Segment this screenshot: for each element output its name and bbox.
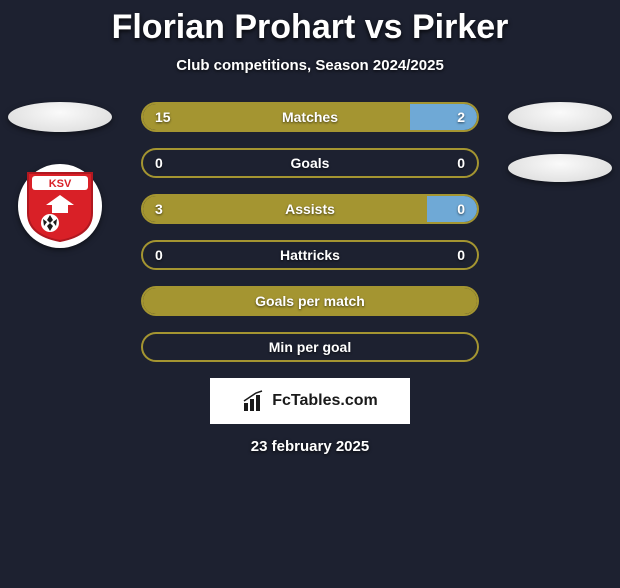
bar-chart-icon: [242, 389, 266, 413]
comparison-subtitle: Club competitions, Season 2024/2025: [0, 57, 620, 74]
comparison-date: 23 february 2025: [0, 438, 620, 455]
stat-bar: 0 0 Hattricks: [141, 240, 479, 270]
stat-label: Goals per match: [255, 293, 365, 309]
stat-bar-right-fill: [410, 104, 477, 130]
stat-right-value: 0: [457, 201, 465, 217]
player1-competition-badge: [8, 102, 112, 132]
stat-bar: Goals per match: [141, 286, 479, 316]
stat-right-value: 0: [457, 155, 465, 171]
comparison-content: KSV 15 2 Matches 0 0 Goals 3 0 Assists 0 0 Hattrick…: [0, 102, 620, 455]
stat-label: Hattricks: [280, 247, 340, 263]
stat-left-value: 0: [155, 155, 163, 171]
stat-right-value: 0: [457, 247, 465, 263]
stat-bar-left-fill: [143, 104, 410, 130]
player1-club-logo: KSV: [18, 164, 102, 248]
fctables-logo: FcTables.com: [210, 378, 410, 424]
stat-right-value: 2: [457, 109, 465, 125]
svg-text:KSV: KSV: [49, 178, 72, 190]
stat-label: Min per goal: [269, 339, 351, 355]
stat-bars: 15 2 Matches 0 0 Goals 3 0 Assists 0 0 Hattricks Goa…: [141, 102, 479, 362]
stat-label: Assists: [285, 201, 335, 217]
stat-bar-right-fill: [427, 196, 477, 222]
stat-bar: 3 0 Assists: [141, 194, 479, 224]
fctables-text: FcTables.com: [272, 392, 378, 410]
stat-bar: Min per goal: [141, 332, 479, 362]
stat-bar: 15 2 Matches: [141, 102, 479, 132]
stat-left-value: 0: [155, 247, 163, 263]
player2-competition-badge-1: [508, 102, 612, 132]
stat-left-value: 15: [155, 109, 171, 125]
stat-label: Goals: [291, 155, 330, 171]
ksv-shield-icon: KSV: [26, 169, 94, 243]
stat-bar: 0 0 Goals: [141, 148, 479, 178]
stat-left-value: 3: [155, 201, 163, 217]
stat-label: Matches: [282, 109, 338, 125]
player2-competition-badge-2: [508, 154, 612, 182]
comparison-title: Florian Prohart vs Pirker: [0, 8, 620, 47]
